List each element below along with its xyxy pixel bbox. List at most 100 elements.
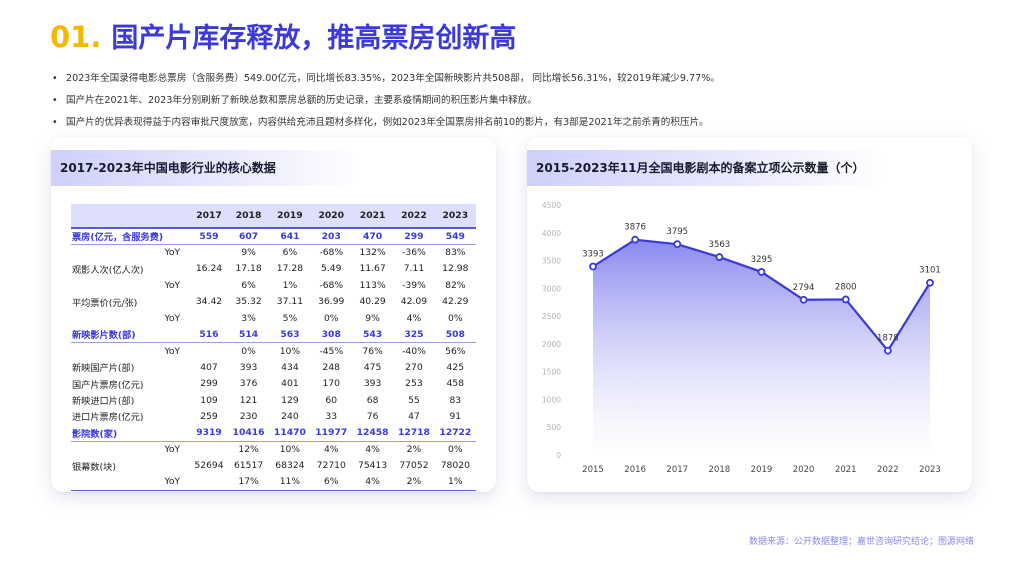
table-cell: 475 [363,361,382,373]
table-cell: 299 [393,228,435,245]
table-row-label: YoY [164,444,181,456]
table-row: 观影人次(亿人次) 16.24 17.18 17.28 5.49 11.67 7.11 12.… [71,261,476,277]
y-tick-label: 3000 [542,284,561,293]
table-header-year: 2021 [351,204,394,229]
table-cell [190,244,228,260]
table-header-year: 2020 [310,204,352,229]
table-cell: 325 [393,326,435,344]
bullet-list: 2023年全国录得电影总票房（含服务费）549.00亿元，同比增长83.35%，… [52,72,992,138]
page-title: 01. 国产片库存释放，推高票房创新高 [50,16,516,55]
table-cell: 2% [393,473,435,491]
table-row-label: 新映国产片(部) [72,363,135,375]
table-cell: 77052 [399,460,429,472]
bullet-item: 国产片的优异表现得益于内容审批尺度放宽，内容供给充沛且题材多样化，例如2023年… [52,116,992,138]
table-cell: 4% [365,444,380,456]
table-cell: 458 [446,378,465,390]
y-tick-label: 1000 [542,395,561,404]
table-row: 平均票价(元/张) 34.42 35.32 37.11 36.99 40.29 42.09 4… [71,294,476,310]
table-cell: 11470 [269,424,311,442]
data-point [715,253,724,261]
table-cell: 42.09 [400,296,428,308]
table-cell: 6% [241,279,256,291]
table-cell: 12458 [351,424,394,442]
table-cell: 132% [359,247,386,259]
table-cell: 11.67 [359,263,386,275]
table-cell: 230 [239,410,258,422]
table-cell: 76% [362,345,383,357]
table-cell: 641 [269,228,311,245]
y-tick-label: 2500 [542,312,561,321]
table-cell: 559 [190,228,228,245]
table-cell: 401 [281,378,299,390]
table-cell: 270 [405,361,423,373]
x-tick-label: 2022 [877,465,899,475]
table-cell: 36.99 [318,296,345,308]
y-tick-label: 4000 [542,229,561,238]
table-cell: 0% [448,444,463,456]
table-cell: -68% [319,279,344,291]
bullet-item: 2023年全国录得电影总票房（含服务费）549.00亿元，同比增长83.35%，… [52,72,992,94]
chart-title: 2015-2023年11月全国电影剧本的备案立项公示数量（个） [527,150,887,186]
table-row-label: 观影人次(亿人次) [72,264,144,276]
table-row: YoY 0% 10% -45% 76% -40% 56% [71,343,476,359]
area-chart: 0 500 1000 1500 2000 2500 3000 3500 4000 4500 3393… [542,201,941,475]
table-row-label: 新映进口片(部) [72,396,135,408]
table-cell: 17.28 [276,263,304,275]
data-point [841,295,850,304]
table-cell: 516 [190,326,228,344]
table-cell: 6% [310,473,352,491]
table-cell: 76 [366,410,379,422]
table-cell: 17% [227,473,270,491]
table-cell: 12718 [393,424,435,442]
table-cell: 17.18 [235,263,262,275]
table-row: 银幕数(块) 52694 61517 68324 72710 75413 77052 7802… [71,457,476,473]
table-cell: 40.29 [359,296,386,308]
area-fill [593,239,930,455]
table-row-label: YoY [71,473,191,491]
table-cell [190,343,228,359]
table-cell: 6% [282,247,298,259]
table-cell: 83 [449,394,462,406]
table-cell: 68 [366,394,379,406]
table-cell: 0% [241,345,256,357]
data-point [799,295,808,304]
data-label: 1878 [877,334,899,344]
table-cell: -40% [402,345,426,357]
table-cell: 113% [359,279,386,291]
table-row: YoY 3% 5% 0% 9% 4% 0% [71,310,476,326]
table-cell: 607 [227,228,270,245]
x-tick-label: 2020 [793,465,815,475]
table-card: 2017-2023年中国电影行业的核心数据 2017 2018 2019 2020 20… [51,137,496,492]
table-header-row: 2017 2018 2019 2020 2021 2022 2023 [71,204,476,229]
table-cell: 543 [351,326,394,344]
x-tick-label: 2015 [582,465,604,475]
table-cell: 12.98 [442,263,469,275]
table-header-year: 2019 [269,204,311,229]
table-cell: 203 [310,228,352,245]
table-cell: 253 [405,378,423,390]
table-row-label: 新映影片数(部) [71,326,191,344]
data-label: 3795 [666,227,688,237]
table-row-label: 票房(亿元，含服务费) [71,228,191,245]
table-cell: -36% [402,247,426,259]
table-cell: 248 [322,361,341,373]
x-tick-label: 2018 [709,465,731,475]
table-row: 影院数(家) 9319 10416 11470 11977 12458 12718 12722 [71,424,476,442]
y-tick-label: 4500 [542,201,561,210]
table-cell: 56% [445,345,466,357]
table-cell: 5.49 [321,263,342,275]
table-row-label: 平均票价(元/张) [72,297,138,309]
table-cell: 393 [239,361,258,373]
table-cell [190,310,228,326]
table-cell: 10416 [227,424,270,442]
table-cell: 170 [322,378,341,390]
table-cell [190,473,228,491]
y-tick-label: 0 [556,451,561,460]
table-cell: 2% [406,444,422,456]
table-row-label: 进口片票房(亿元) [72,412,144,424]
table-cell: 4% [406,312,422,324]
table-cell: 10% [279,345,301,357]
table-cell: 549 [434,228,476,245]
table-cell: 78020 [440,460,470,472]
table-cell: 1% [282,279,298,291]
